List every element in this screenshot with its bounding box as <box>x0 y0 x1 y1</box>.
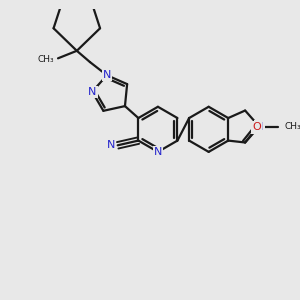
Text: N: N <box>88 87 96 97</box>
Text: CH₃: CH₃ <box>38 55 54 64</box>
Text: N: N <box>107 140 115 150</box>
Text: O: O <box>252 122 261 132</box>
Text: N: N <box>255 122 263 131</box>
Text: N: N <box>154 147 162 157</box>
Text: N: N <box>103 70 111 80</box>
Text: CH₃: CH₃ <box>285 122 300 131</box>
